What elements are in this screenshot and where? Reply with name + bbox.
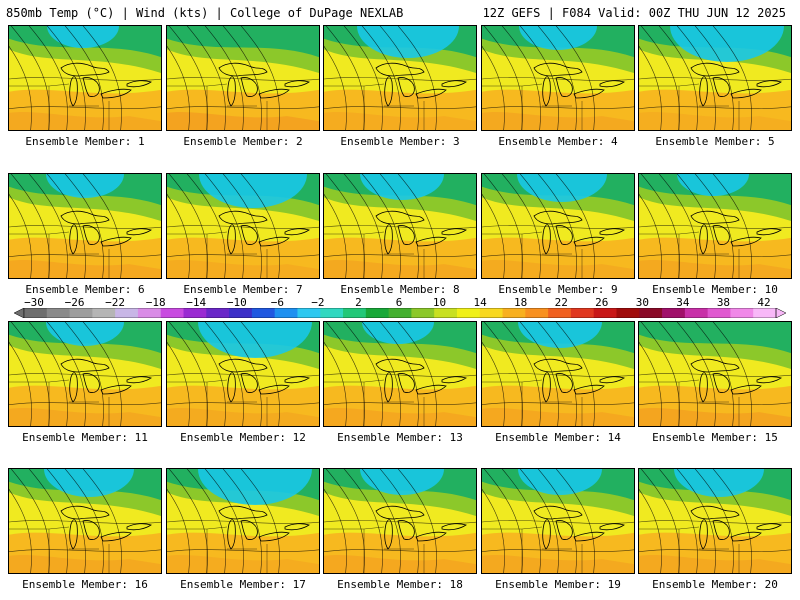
ensemble-member-label: Ensemble Member: 4 — [498, 135, 618, 148]
colorbar-tick: −2 — [311, 296, 325, 309]
ensemble-map-panel — [638, 468, 792, 574]
ensemble-member-label: Ensemble Member: 3 — [340, 135, 460, 148]
colorbar-tick: −10 — [226, 296, 247, 309]
ensemble-member-label: Ensemble Member: 10 — [652, 283, 778, 296]
colorbar-tick: 30 — [635, 296, 649, 309]
ensemble-map-panel — [481, 468, 635, 574]
ensemble-member-label: Ensemble Member: 14 — [495, 431, 621, 444]
ensemble-map-panel — [323, 173, 477, 279]
colorbar-tick: −26 — [64, 296, 85, 309]
ensemble-member-label: Ensemble Member: 1 — [25, 135, 145, 148]
ensemble-map-panel — [8, 321, 162, 427]
colorbar-tick: −18 — [145, 296, 166, 309]
ensemble-map-panel — [481, 173, 635, 279]
ensemble-member-label: Ensemble Member: 8 — [340, 283, 460, 296]
ensemble-map-panel — [166, 468, 320, 574]
colorbar-tick: 2 — [355, 296, 362, 309]
ensemble-map-panel — [166, 321, 320, 427]
ensemble-map-panel — [481, 321, 635, 427]
colorbar-tick: 34 — [676, 296, 690, 309]
ensemble-member-label: Ensemble Member: 2 — [183, 135, 303, 148]
colorbar-tick: 22 — [554, 296, 568, 309]
ensemble-map-panel — [166, 25, 320, 131]
colorbar-tick: 10 — [432, 296, 447, 309]
ensemble-map-panel — [323, 25, 477, 131]
ensemble-map-panel — [638, 321, 792, 427]
colorbar-tick: −30 — [24, 296, 44, 309]
colorbar-tick: 42 — [757, 296, 771, 309]
ensemble-member-label: Ensemble Member: 20 — [652, 578, 778, 591]
colorbar-tick: 38 — [716, 296, 731, 309]
ensemble-member-label: Ensemble Member: 7 — [183, 283, 303, 296]
colorbar-tick: 6 — [395, 296, 403, 309]
ensemble-map-panel — [8, 25, 162, 131]
ensemble-member-label: Ensemble Member: 13 — [337, 431, 463, 444]
ensemble-member-label: Ensemble Member: 17 — [180, 578, 306, 591]
colorbar-tick: 26 — [595, 296, 609, 309]
ensemble-member-label: Ensemble Member: 6 — [25, 283, 145, 296]
ensemble-map-panel — [323, 321, 477, 427]
ensemble-map-panel — [8, 173, 162, 279]
ensemble-map-panel — [481, 25, 635, 131]
ensemble-member-label: Ensemble Member: 12 — [180, 431, 306, 444]
colorbar-tick: 18 — [514, 296, 528, 309]
colorbar-tick: 14 — [473, 296, 487, 309]
ensemble-member-label: Ensemble Member: 9 — [498, 283, 618, 296]
colorbar-tick: −22 — [105, 296, 126, 309]
ensemble-member-label: Ensemble Member: 15 — [652, 431, 778, 444]
temperature-colorbar — [14, 308, 786, 318]
header-run-info: 12Z GEFS | F084 Valid: 00Z THU JUN 12 20… — [482, 6, 786, 20]
ensemble-map-panel — [638, 25, 792, 131]
colorbar-tick: −6 — [270, 296, 284, 309]
header-title: 850mb Temp (°C) | Wind (kts) | College o… — [6, 6, 404, 20]
ensemble-member-label: Ensemble Member: 5 — [655, 135, 775, 148]
ensemble-member-label: Ensemble Member: 16 — [22, 578, 148, 591]
colorbar-tick: −14 — [186, 296, 207, 309]
ensemble-map-panel — [638, 173, 792, 279]
ensemble-member-label: Ensemble Member: 11 — [22, 431, 148, 444]
ensemble-map-panel — [323, 468, 477, 574]
ensemble-member-label: Ensemble Member: 19 — [495, 578, 621, 591]
ensemble-member-label: Ensemble Member: 18 — [337, 578, 463, 591]
ensemble-map-panel — [166, 173, 320, 279]
ensemble-map-panel — [8, 468, 162, 574]
